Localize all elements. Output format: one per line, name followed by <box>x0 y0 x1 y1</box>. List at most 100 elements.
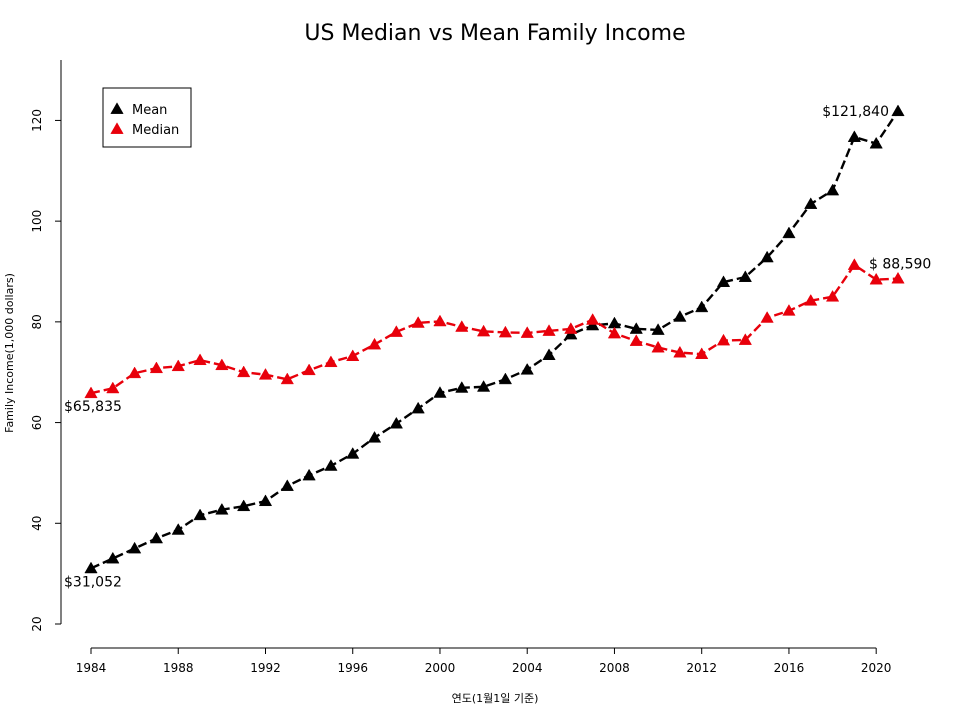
data-point-median <box>84 386 98 399</box>
annotation-mean-1984: $31,052 <box>64 574 122 590</box>
data-point-median <box>782 304 796 316</box>
legend-marker-median <box>110 122 124 134</box>
series-line-median <box>90 263 899 395</box>
data-point-median <box>411 316 425 328</box>
data-point-mean <box>455 381 469 393</box>
data-point-median <box>346 349 360 361</box>
data-point-median <box>716 333 731 346</box>
data-point-median <box>389 325 403 337</box>
x-tick-label: 2008 <box>599 661 630 675</box>
data-point-mean <box>498 372 513 385</box>
x-tick-label: 2012 <box>686 661 717 675</box>
data-point-mean <box>542 348 556 360</box>
y-tick-label: 120 <box>30 109 44 132</box>
data-point-median <box>237 365 251 378</box>
annotation-mean-2021: $121,840 <box>822 104 889 120</box>
series-mean <box>84 104 905 574</box>
data-point-median <box>520 326 534 338</box>
data-point-median <box>891 271 905 284</box>
data-point-median <box>738 333 752 345</box>
y-tick-label: 60 <box>30 415 44 430</box>
data-point-mean <box>825 183 840 196</box>
y-tick-label: 40 <box>30 516 44 531</box>
data-point-mean <box>215 502 229 515</box>
y-tick-label: 80 <box>30 314 44 329</box>
data-point-median <box>367 337 382 350</box>
data-point-median <box>127 366 142 379</box>
data-point-mean <box>716 275 731 287</box>
series-layer <box>84 104 905 574</box>
data-point-mean <box>847 130 862 142</box>
data-point-mean <box>869 136 883 149</box>
data-point-mean <box>520 362 534 375</box>
data-point-mean <box>607 316 622 329</box>
data-point-mean <box>651 323 665 335</box>
series-line-mean <box>90 110 899 570</box>
y-tick-label: 20 <box>30 616 44 631</box>
x-tick-label: 1996 <box>337 661 368 675</box>
data-point-mean <box>760 250 774 263</box>
data-point-mean <box>280 479 294 491</box>
data-point-median <box>586 313 600 325</box>
data-point-median <box>847 258 862 270</box>
data-point-mean <box>389 416 403 429</box>
x-axis-title: 연도(1월1일 기준) <box>452 691 539 705</box>
data-point-mean <box>346 447 360 459</box>
data-point-mean <box>629 322 643 334</box>
data-point-mean <box>237 499 251 512</box>
data-point-median <box>455 320 469 332</box>
data-point-mean <box>782 226 796 239</box>
legend: Mean Median <box>102 87 192 148</box>
legend-label-mean: Mean <box>132 103 167 118</box>
data-point-median <box>760 311 774 323</box>
data-point-mean <box>476 380 491 392</box>
data-point-median <box>258 368 273 380</box>
data-point-mean <box>673 310 687 322</box>
data-point-median <box>695 347 709 359</box>
data-point-mean <box>106 551 120 564</box>
y-tick-label: 100 <box>30 210 44 233</box>
data-point-mean <box>258 494 273 507</box>
data-point-mean <box>433 386 447 398</box>
data-point-median <box>302 363 316 376</box>
data-point-mean <box>193 508 207 521</box>
data-point-median <box>324 355 338 368</box>
data-point-median <box>215 358 229 371</box>
data-point-median <box>171 359 185 372</box>
data-point-median <box>106 381 120 394</box>
data-point-median <box>149 361 164 374</box>
data-point-median <box>193 353 207 366</box>
data-point-median <box>804 294 818 306</box>
data-point-median <box>629 334 643 346</box>
data-point-mean <box>302 468 316 481</box>
data-point-median <box>542 324 556 336</box>
x-tick-label: 1992 <box>250 661 281 675</box>
data-point-mean <box>324 459 338 471</box>
data-point-median <box>651 340 665 353</box>
x-tick-label: 2004 <box>512 661 543 675</box>
series-median <box>84 258 905 399</box>
data-point-median <box>673 345 687 358</box>
annotation-median-2021: $ 88,590 <box>869 257 931 273</box>
data-point-mean <box>367 430 382 443</box>
data-point-mean <box>149 531 164 544</box>
data-point-median <box>433 314 447 327</box>
data-point-median <box>564 322 578 334</box>
data-point-mean <box>171 523 185 535</box>
annotation-median-1984: $65,835 <box>64 399 122 415</box>
data-point-mean <box>738 270 752 282</box>
data-point-mean <box>891 104 905 117</box>
annotation-layer: $65,835 $31,052 $121,840 $ 88,590 <box>64 104 931 590</box>
legend-box <box>102 87 192 148</box>
x-tick-label: 2020 <box>861 661 892 675</box>
data-point-median <box>869 272 883 285</box>
chart-title: US Median vs Mean Family Income <box>304 21 685 46</box>
x-tick-label: 2016 <box>774 661 805 675</box>
data-point-mean <box>804 197 818 209</box>
data-point-median <box>607 326 622 339</box>
data-point-mean <box>695 300 709 313</box>
data-point-median <box>498 325 513 338</box>
data-point-median <box>825 289 840 302</box>
x-tick-label: 1988 <box>163 661 194 675</box>
